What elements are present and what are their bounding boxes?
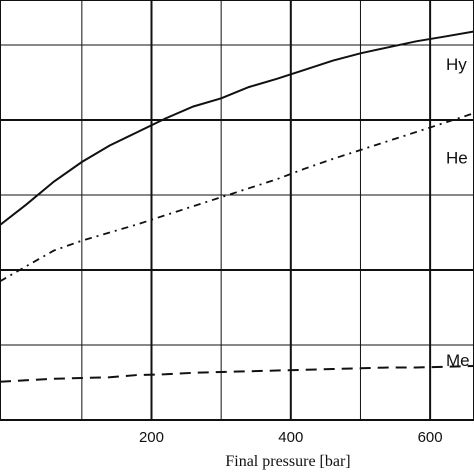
x-tick-label: 400 xyxy=(278,429,303,446)
series-label-he: He xyxy=(446,149,468,168)
series-label-me: Me xyxy=(446,351,470,370)
series-label-hy: Hy xyxy=(446,55,467,74)
grid xyxy=(0,0,474,420)
x-tick-label: 600 xyxy=(418,429,443,446)
series-lines xyxy=(0,30,474,383)
x-tick-label: 200 xyxy=(139,429,164,446)
series-labels: Hy He Me xyxy=(446,55,470,370)
series-line-hy xyxy=(0,30,474,226)
series-line-he xyxy=(0,112,474,283)
plot-frame xyxy=(0,0,474,421)
x-axis-label: Final pressure [bar] xyxy=(225,453,350,470)
x-tick-labels: 200 400 600 xyxy=(139,429,443,446)
series-line-me xyxy=(0,365,474,383)
